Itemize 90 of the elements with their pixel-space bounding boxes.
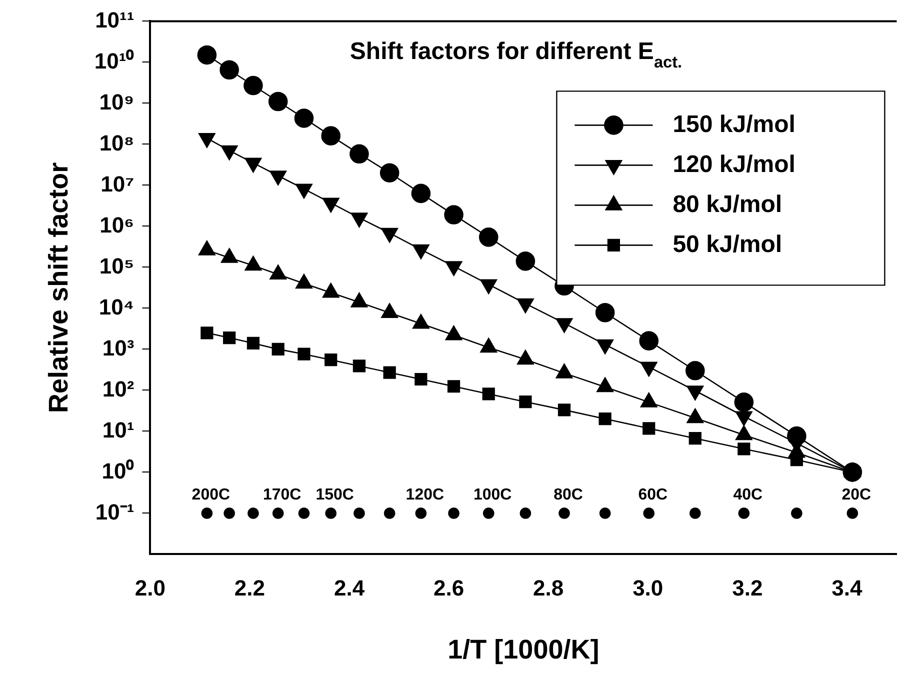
point xyxy=(642,422,656,435)
point xyxy=(519,396,532,408)
point xyxy=(220,60,239,80)
point xyxy=(380,163,400,183)
y-tick-label: 10² xyxy=(102,376,134,402)
point xyxy=(478,228,498,247)
point xyxy=(268,92,288,112)
point xyxy=(224,508,235,519)
point xyxy=(787,426,806,446)
x-axis-title: 1/T [1000/K] xyxy=(448,634,600,664)
point xyxy=(298,508,310,519)
point xyxy=(689,508,701,519)
legend-label: 150 kJ/mol xyxy=(672,110,796,138)
x-tick-label: 3.4 xyxy=(832,575,863,600)
point xyxy=(643,508,655,519)
point xyxy=(197,45,217,65)
point xyxy=(842,462,862,482)
point xyxy=(272,342,284,356)
x-tick-label: 2.0 xyxy=(134,575,166,600)
point xyxy=(246,336,260,350)
annotation: 150C xyxy=(316,486,354,504)
x-tick-label: 2.6 xyxy=(434,575,464,600)
point xyxy=(200,326,214,340)
y-tick-label: 10¹¹ xyxy=(95,7,134,32)
y-tick-label: 10¹ xyxy=(102,417,134,442)
x-tick-label: 2.4 xyxy=(334,575,366,600)
point xyxy=(639,331,659,350)
point xyxy=(244,76,263,96)
point xyxy=(383,366,396,379)
legend-label: 80 kJ/mol xyxy=(672,190,782,218)
point xyxy=(516,252,536,271)
point xyxy=(298,348,310,360)
point xyxy=(482,388,495,400)
point xyxy=(444,205,464,224)
y-axis-title: Relative shift factor xyxy=(44,162,74,413)
point xyxy=(384,508,396,519)
point xyxy=(482,508,494,519)
point xyxy=(685,360,705,380)
point xyxy=(598,412,612,426)
point xyxy=(201,508,213,519)
point xyxy=(595,302,615,322)
x-tick-label: 2.2 xyxy=(234,575,266,600)
annotation: 60C xyxy=(638,486,668,504)
x-tick-label: 2.8 xyxy=(533,575,564,600)
point xyxy=(599,508,611,519)
point xyxy=(558,404,571,416)
point xyxy=(734,392,754,412)
y-tick-label: 10⁰ xyxy=(102,458,134,484)
point xyxy=(414,372,428,386)
point xyxy=(352,360,366,372)
annotation: 80C xyxy=(554,486,584,504)
annotation: 20C xyxy=(842,486,872,504)
annotation: 40C xyxy=(733,486,764,504)
y-tick-label: 10³ xyxy=(102,335,134,360)
legend-label: 50 kJ/mol xyxy=(672,230,782,258)
y-tick-label: 10⁴ xyxy=(98,294,134,320)
x-tick-label: 3.0 xyxy=(632,575,664,600)
point xyxy=(415,508,427,519)
y-tick-label: 10⁸ xyxy=(99,130,134,156)
point xyxy=(248,508,259,519)
point xyxy=(791,508,802,519)
point xyxy=(447,380,460,393)
annotation: 170C xyxy=(262,486,302,504)
legend-label: 120 kJ/mol xyxy=(672,150,796,178)
annotation: 200C xyxy=(192,486,230,504)
point xyxy=(294,108,314,128)
y-tick-label: 10⁻¹ xyxy=(95,499,134,524)
point xyxy=(448,508,460,519)
y-tick-label: 10⁹ xyxy=(99,89,134,114)
annotation: 100C xyxy=(473,486,512,504)
point xyxy=(321,126,340,146)
point xyxy=(354,508,365,519)
point xyxy=(738,442,750,456)
point xyxy=(325,508,336,519)
point xyxy=(738,508,750,519)
point xyxy=(350,144,369,164)
y-tick-label: 10⁶ xyxy=(100,212,134,238)
y-tick-label: 10⁵ xyxy=(99,253,134,278)
y-tick-label: 10⁷ xyxy=(100,171,134,196)
point xyxy=(558,508,570,519)
point xyxy=(324,354,338,366)
point xyxy=(411,184,431,204)
annotation: 120C xyxy=(406,486,444,504)
point xyxy=(688,432,702,445)
point xyxy=(272,508,284,519)
point xyxy=(846,508,858,519)
y-tick-label: 10¹⁰ xyxy=(94,48,134,74)
x-tick-label: 3.2 xyxy=(732,575,763,600)
point xyxy=(223,331,236,344)
point xyxy=(520,508,532,519)
